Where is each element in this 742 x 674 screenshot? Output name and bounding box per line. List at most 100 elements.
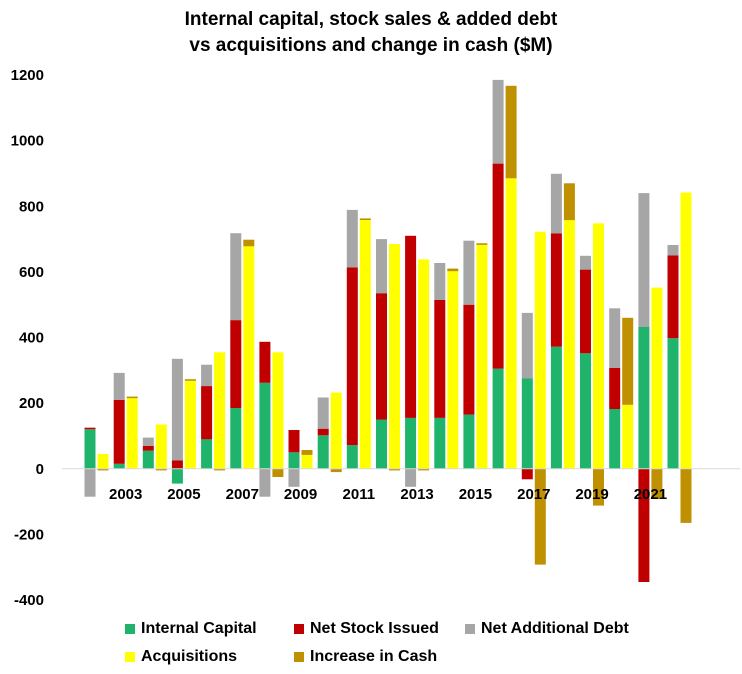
bar-net-stock-issued-2020 <box>609 368 621 409</box>
bar-net-stock-issued-2004 <box>142 445 154 451</box>
x-tick-label: 2019 <box>575 486 608 503</box>
bar-net-additional-debt-2019 <box>580 255 591 270</box>
x-tick-label: 2005 <box>167 486 200 503</box>
bar-increase-in-cash-2005 <box>184 379 196 381</box>
bar-increase-in-cash-2002 <box>97 468 109 471</box>
bar-net-stock-issued-2013 <box>405 235 417 418</box>
bar-net-additional-debt-2008 <box>259 468 271 497</box>
bar-increase-in-cash-2016 <box>505 85 517 179</box>
bar-internal-capital-2005 <box>171 468 183 484</box>
legend-label-internal-capital: Internal Capital <box>141 620 257 637</box>
bar-net-additional-debt-2010 <box>317 397 329 429</box>
bar-net-additional-debt-2006 <box>201 364 213 386</box>
y-tick-label: 200 <box>19 395 44 412</box>
bar-acquisitions-2015 <box>476 245 488 469</box>
y-tick-label: 1200 <box>11 67 44 84</box>
bar-internal-capital-2006 <box>201 439 213 469</box>
bar-internal-capital-2021 <box>638 327 650 469</box>
bar-net-stock-issued-2006 <box>201 386 213 440</box>
bar-internal-capital-2012 <box>376 419 387 469</box>
bar-net-stock-issued-2018 <box>550 233 562 347</box>
y-tick-label: -400 <box>14 592 44 609</box>
bar-net-stock-issued-2017 <box>521 468 533 480</box>
bar-net-additional-debt-2004 <box>142 437 154 446</box>
bar-increase-in-cash-2011 <box>359 218 371 220</box>
chart-title: Internal capital, stock sales & added de… <box>184 9 558 30</box>
legend-label-increase-in-cash: Increase in Cash <box>310 648 438 665</box>
bar-net-stock-issued-2002 <box>84 427 96 430</box>
y-tick-label: 800 <box>19 198 44 215</box>
bar-net-additional-debt-2013 <box>405 468 417 487</box>
legend-item-increase-in-cash: Increase in Cash <box>294 648 437 666</box>
legend-label-acquisitions: Acquisitions <box>141 648 238 665</box>
bar-acquisitions-2017 <box>534 231 546 469</box>
bar-acquisitions-2002 <box>97 454 109 469</box>
bar-increase-in-cash-2015 <box>476 243 488 245</box>
bar-net-additional-debt-2017 <box>521 312 533 379</box>
bar-increase-in-cash-2019 <box>593 468 604 506</box>
bar-internal-capital-2011 <box>346 445 358 469</box>
legend-swatch-increase-in-cash <box>294 652 304 662</box>
legend-item-acquisitions: Acquisitions <box>125 648 237 666</box>
bar-net-stock-issued-2022 <box>667 255 679 339</box>
bar-acquisitions-2009 <box>301 455 313 469</box>
legend-item-net-additional-debt: Net Additional Debt <box>465 620 629 638</box>
y-tick-label: 0 <box>36 461 44 478</box>
legend-label-net-stock-issued: Net Stock Issued <box>310 620 439 637</box>
bar-net-additional-debt-2007 <box>230 233 242 321</box>
bar-increase-in-cash-2010 <box>330 468 342 473</box>
bar-increase-in-cash-2014 <box>447 268 459 272</box>
bar-net-stock-issued-2015 <box>463 304 475 415</box>
bar-net-stock-issued-2019 <box>580 269 591 354</box>
bar-net-stock-issued-2011 <box>346 267 358 446</box>
bar-internal-capital-2014 <box>434 417 446 469</box>
x-tick-label: 2003 <box>109 486 142 503</box>
bar-internal-capital-2008 <box>259 382 271 469</box>
bar-acquisitions-2011 <box>359 220 371 469</box>
bar-increase-in-cash-2003 <box>126 396 138 399</box>
bar-increase-in-cash-2020 <box>622 317 634 405</box>
bar-net-additional-debt-2016 <box>492 79 504 164</box>
bar-increase-in-cash-2009 <box>301 450 313 455</box>
bar-acquisitions-2007 <box>243 246 255 469</box>
bar-acquisitions-2013 <box>418 259 430 469</box>
legend-swatch-acquisitions <box>125 652 135 662</box>
bar-net-additional-debt-2020 <box>609 308 621 368</box>
bar-net-stock-issued-2021 <box>638 468 650 582</box>
legend-item-net-stock-issued: Net Stock Issued <box>294 620 439 638</box>
bar-acquisitions-2019 <box>593 223 604 469</box>
bar-increase-in-cash-2006 <box>214 468 226 471</box>
x-tick-label: 2015 <box>459 486 492 503</box>
bar-acquisitions-2008 <box>272 352 284 469</box>
y-tick-label: 1000 <box>11 133 44 150</box>
x-tick-label: 2007 <box>226 486 259 503</box>
bar-internal-capital-2017 <box>521 378 533 469</box>
y-tick-label: -200 <box>14 526 44 543</box>
bar-net-stock-issued-2005 <box>171 460 183 469</box>
x-tick-label: 2013 <box>400 486 433 503</box>
bar-net-additional-debt-2022 <box>667 245 679 256</box>
bar-internal-capital-2010 <box>317 435 329 469</box>
bar-internal-capital-2004 <box>142 450 154 469</box>
bar-net-additional-debt-2009 <box>288 468 300 487</box>
bar-net-additional-debt-2012 <box>376 239 387 294</box>
legend-swatch-net-stock-issued <box>294 624 304 634</box>
bar-acquisitions-2005 <box>184 380 196 469</box>
bar-net-stock-issued-2016 <box>492 163 504 369</box>
bar-net-additional-debt-2021 <box>638 193 650 327</box>
legend-label-net-additional-debt: Net Additional Debt <box>481 620 629 637</box>
bar-acquisitions-2012 <box>389 244 400 469</box>
bar-acquisitions-2006 <box>214 352 226 469</box>
bar-increase-in-cash-2021 <box>651 468 663 499</box>
bar-net-additional-debt-2015 <box>463 240 475 305</box>
bar-net-additional-debt-2005 <box>171 358 183 461</box>
bar-increase-in-cash-2013 <box>418 468 430 471</box>
bar-acquisitions-2018 <box>563 220 575 469</box>
bar-net-stock-issued-2012 <box>376 293 387 420</box>
bar-increase-in-cash-2008 <box>272 468 284 477</box>
bar-net-additional-debt-2018 <box>550 173 562 234</box>
legend-swatch-net-additional-debt <box>465 624 475 634</box>
bar-increase-in-cash-2012 <box>389 468 400 471</box>
bar-internal-capital-2015 <box>463 414 475 469</box>
bar-increase-in-cash-2004 <box>155 468 167 471</box>
